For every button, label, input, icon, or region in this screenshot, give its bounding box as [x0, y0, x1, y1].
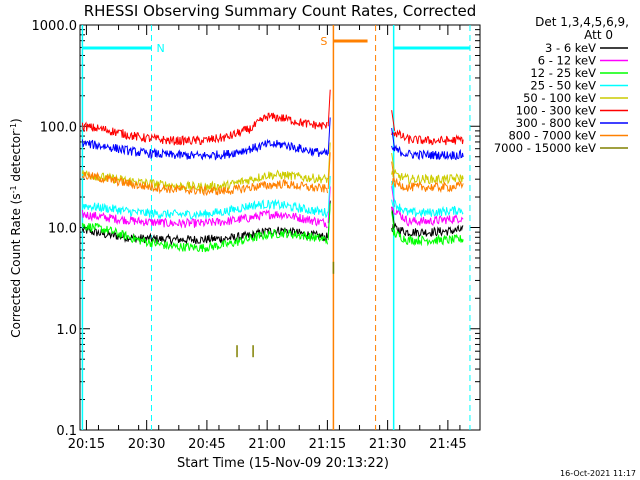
series-line [391, 168, 464, 185]
series-line [391, 198, 464, 219]
n-marker-label: N [156, 42, 164, 55]
flare-spike [327, 186, 331, 224]
legend-label: 12 - 25 keV [530, 66, 596, 80]
legend-header-line2: Att 0 [584, 28, 613, 42]
legend-label: 7000 - 15000 keV [494, 141, 596, 155]
y-tick-label: 100.0 [40, 120, 77, 135]
x-tick-label: 21:30 [369, 437, 406, 452]
legend-label: 25 - 50 keV [530, 79, 596, 93]
series-line [391, 177, 464, 194]
series-25-50kev [81, 175, 464, 220]
series-300-800kev [81, 117, 464, 161]
legend-label: 3 - 6 keV [545, 41, 596, 55]
x-tick-label: 20:15 [68, 437, 105, 452]
legend-label: 50 - 100 keV [523, 91, 596, 105]
y-tick-label: 10.0 [48, 222, 77, 237]
y-axis-label-main: Corrected Count Rate (s [9, 193, 23, 337]
x-tick-label: 21:00 [248, 437, 285, 452]
legend-label: 300 - 800 keV [516, 116, 596, 130]
svg-text:Corrected Count Rate (s-1 dete: Corrected Count Rate (s-1 detector-1) [9, 118, 24, 337]
plot-area: 0.1 1.0 10.0 100.0 1000.0 20:15 20:30 20:45 21:0… [32, 19, 481, 452]
legend-header-line1: Det 1,3,4,5,6,9, [535, 15, 629, 29]
y-axis-label-mid: detector [9, 131, 23, 186]
x-tick-label: 20:45 [188, 437, 225, 452]
series-line [391, 144, 464, 161]
legend-label: 100 - 300 keV [516, 104, 596, 118]
flare-spike [391, 161, 396, 183]
series-line [391, 228, 464, 247]
generation-timestamp: 16-Oct-2021 11:17 [560, 469, 636, 478]
y-tick-label: 0.1 [56, 424, 77, 439]
series-line [81, 112, 328, 146]
flare-spike [327, 117, 331, 155]
series-line [81, 223, 328, 253]
series-7000-15000kev [236, 261, 335, 358]
series-800-7000kev [81, 152, 464, 197]
y-tick-label: 1.0 [56, 323, 77, 338]
flare-spike [391, 127, 396, 149]
x-tick-label: 21:15 [309, 437, 346, 452]
plot-frame [79, 24, 481, 431]
flare-spike [327, 175, 331, 213]
series-100-300kev [81, 89, 464, 146]
legend-label: 6 - 12 keV [538, 54, 596, 68]
flare-spike [327, 152, 331, 189]
legend-label: 800 - 7000 keV [508, 129, 596, 143]
y-axis-label-sup1: -1 [9, 185, 18, 193]
flare-spike [391, 211, 396, 233]
flare-spike [327, 142, 331, 180]
flare-spike [327, 89, 331, 127]
series-12-25kev [81, 203, 464, 253]
y-tick-label: 1000.0 [32, 19, 78, 34]
s-marker-label: S [320, 35, 327, 48]
y-axis-label-end: ) [9, 118, 23, 123]
x-axis-label: Start Time (15-Nov-09 20:13:22) [177, 456, 389, 471]
series-line [81, 138, 328, 161]
y-axis-label: Corrected Count Rate (s-1 detector-1) [9, 118, 24, 337]
series-line [81, 171, 328, 197]
y-axis-label-sup2: -1 [9, 123, 18, 131]
x-tick-label: 21:45 [429, 437, 466, 452]
series-6-12kev [81, 186, 464, 229]
series-line [81, 198, 328, 220]
series-line [391, 222, 464, 238]
flare-spike [391, 206, 396, 228]
flare-spike [327, 203, 331, 241]
chart-title: RHESSI Observing Summary Count Rates, Co… [84, 2, 477, 20]
series-line [391, 129, 464, 146]
series-line [391, 205, 464, 227]
flare-spike [391, 110, 396, 131]
x-tick-label: 20:30 [128, 437, 165, 452]
series-line [81, 209, 328, 229]
flare-spike [391, 152, 396, 174]
